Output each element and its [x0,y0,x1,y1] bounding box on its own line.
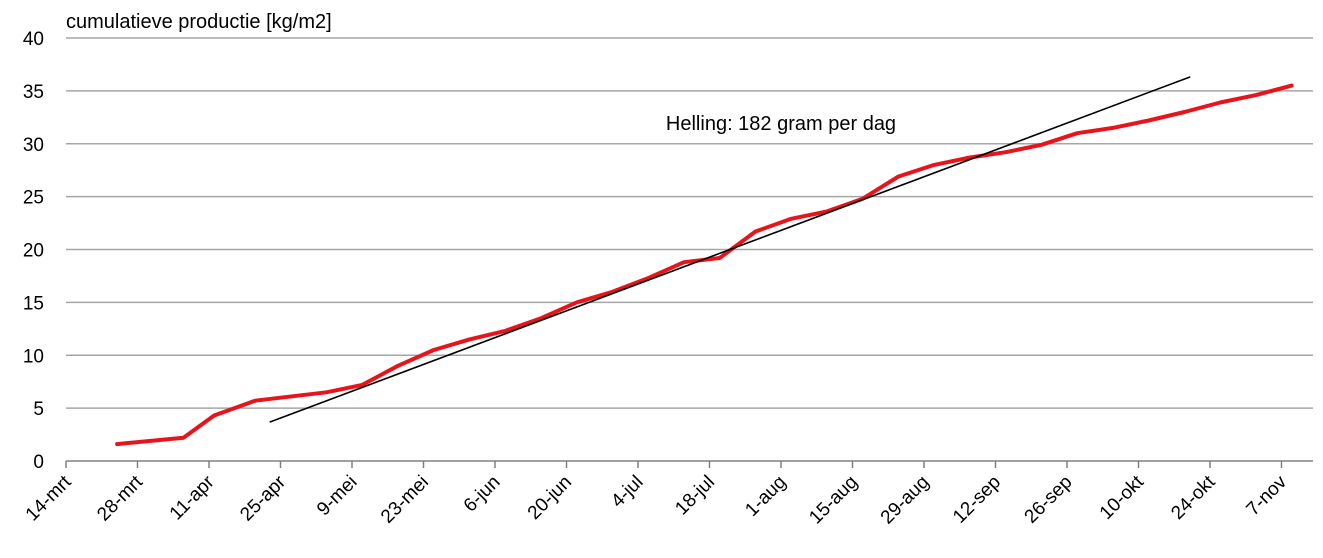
y-tick-label: 5 [33,399,44,420]
y-axis-title: cumulatieve productie [kg/m2] [66,11,332,33]
x-tick-label: 25-apr [236,471,290,525]
x-tick-label: 4-jul [607,472,647,512]
y-tick-label: 35 [23,82,44,103]
x-tick-label: 24-okt [1167,471,1220,524]
x-tick-label: 18-jul [671,472,719,520]
y-tick-label: 15 [23,293,44,314]
axes [65,460,1313,468]
y-tick-label: 40 [23,29,44,50]
y-tick-label: 10 [23,346,44,367]
x-tick-label: 11-apr [166,471,219,524]
x-tick-label: 14-mrt [22,471,76,525]
y-tick-labels: 0 5 10 15 20 25 30 35 40 [23,29,44,473]
x-tick-label: 6-jun [460,472,505,517]
x-tick-label: 12-sep [949,472,1005,528]
x-tick-label: 20-jun [524,472,576,524]
x-tick-label: 7-nov [1243,471,1292,520]
x-tick-label: 9-mei [313,472,361,520]
series-lines [115,76,1294,447]
y-tick-label: 30 [23,135,44,156]
y-tick-label: 20 [23,241,44,262]
production-line [115,83,1294,447]
x-tick-label: 10-okt [1096,471,1149,524]
x-tick-label: 15-aug [805,472,862,529]
y-tick-label: 0 [33,452,44,473]
x-tick-labels: 14-mrt 28-mrt 11-apr 25-apr 9-mei 23-mei 6-jun… [22,471,1292,528]
x-tick-label: 29-aug [877,472,934,529]
x-tick-label: 23-mei [377,472,433,528]
x-tick-label: 26-sep [1021,472,1077,528]
x-tick-label: 1-aug [741,472,790,521]
trend-line [269,76,1191,423]
trendline-annotation: Helling: 182 gram per dag [666,113,896,135]
x-tick-label: 28-mrt [93,471,147,525]
gridlines [66,37,1313,409]
y-tick-label: 25 [23,188,44,209]
